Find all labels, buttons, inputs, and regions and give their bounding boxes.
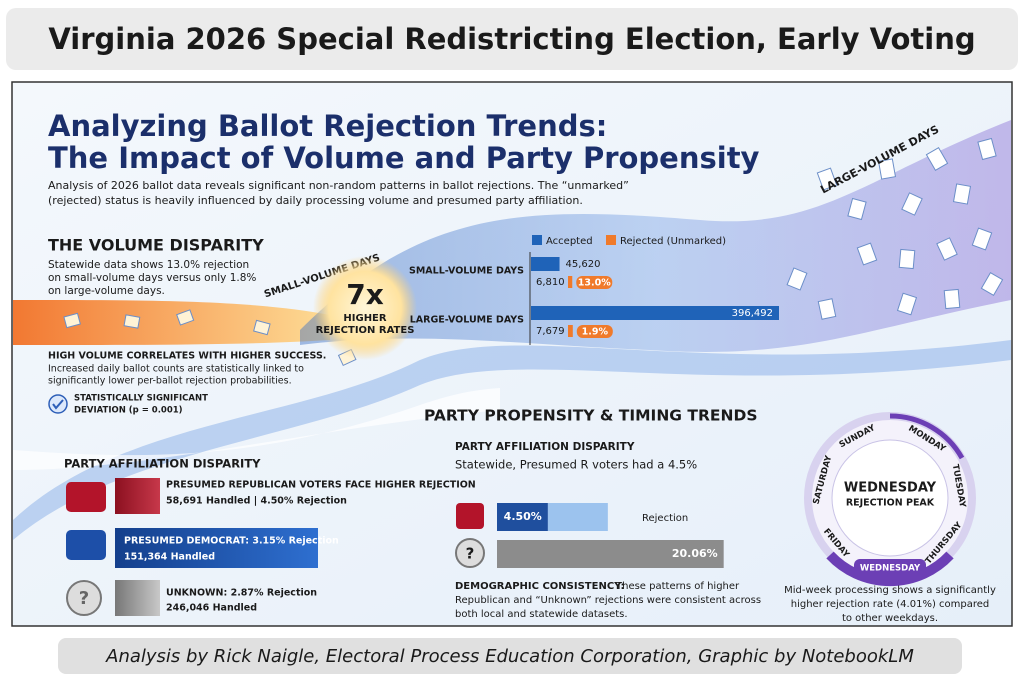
check-mark [52,399,64,410]
callout-value: 7x [346,278,384,311]
bar-decor [547,503,608,531]
accepted-value: 396,492 [732,308,773,319]
clock-arc [826,551,954,587]
section-heading: THE VOLUME DISPARITY [48,236,264,255]
elephant-icon [456,503,484,529]
party-bar [115,580,160,616]
legend-swatch [532,235,542,245]
callout-text: REJECTION RATES [316,325,415,336]
trend-value: 4.50% [504,510,542,523]
party-text: UNKNOWN: 2.87% Rejection [166,588,317,599]
significance-text: DEVIATION (p = 0.001) [74,406,183,416]
clock-day: WEDNESDAY [860,564,921,574]
check-icon [48,394,68,414]
note-text: significantly lower per-ballot rejection… [48,376,292,387]
question-glyph: ? [466,545,475,563]
clock-center: REJECTION PEAK [846,498,935,509]
note-heading: HIGH VOLUME CORRELATES WITH HIGHER SUCCE… [48,351,326,362]
question-glyph: ? [79,588,89,609]
legend-swatch [606,235,616,245]
section-text: Statewide data shows 13.0% rejection [48,259,249,271]
consistency-heading: DEMOGRAPHIC CONSISTENCY: [455,581,625,592]
party-text: 151,364 Handled [124,552,215,563]
rejected-value: 7,679 [536,326,565,337]
significance-text: STATISTICALLY SIGNIFICANT [74,394,208,404]
consistency-text: These patterns of higher [615,581,740,592]
accepted-value: 45,620 [566,259,601,270]
question-icon [455,538,485,568]
section-heading: PARTY AFFILIATION DISPARITY [64,457,261,471]
trend-bar [497,540,724,568]
callout-text: HIGHER [343,313,386,324]
category-label: SMALL-VOLUME DAYS [409,266,524,277]
accepted-bar [531,257,560,271]
consistency-text: both local and statewide datasets. [455,609,628,620]
elephant-icon [66,482,106,512]
question-icon [66,580,102,616]
subheading: PARTY AFFILIATION DISPARITY [455,441,635,453]
intro-text: (rejected) status is heavily influenced … [48,194,583,207]
rejection-label: Rejection [642,513,688,524]
rate-label: 13.0% [578,278,611,289]
trend-value: 20.06% [672,547,718,560]
rejected-value: 6,810 [536,277,565,288]
footer-bar [58,638,962,674]
rate-label: 1.9% [582,327,609,338]
clock-caption: to other weekdays. [842,613,938,624]
section-heading: PARTY PROPENSITY & TIMING TRENDS [424,407,758,425]
intro-text: Analysis of 2026 ballot data reveals sig… [48,179,629,192]
clock-arc [889,413,965,460]
rate-pill [576,276,613,289]
clock-center: WEDNESDAY [844,481,937,496]
clock-caption: Mid-week processing shows a significantl… [784,585,996,596]
party-text: 246,046 Handled [166,603,257,614]
note-text: Increased daily ballot counts are statis… [48,364,304,375]
clock-caption: higher rejection rate (4.01%) compared [791,599,990,610]
clock-inner [831,439,949,557]
legend-label: Rejected (Unmarked) [620,236,726,247]
footer-credit: Analysis by Rick Naigle, Electoral Proce… [105,646,914,667]
rate-pill [576,325,613,338]
party-text: PRESUMED REPUBLICAN VOTERS FACE HIGHER R… [166,480,476,491]
party-text: 58,691 Handled | 4.50% Rejection [166,496,347,507]
accepted-bar [531,306,779,320]
infographic-title: The Impact of Volume and Party Propensit… [48,141,760,175]
party-bar [115,528,318,568]
consistency-text: Republican and “Unknown” rejections were… [455,595,761,606]
infographic-title: Analyzing Ballot Rejection Trends: [48,109,607,143]
section-text: on small-volume days versus only 1.8% [48,272,256,284]
donkey-icon [66,530,106,560]
party-text: PRESUMED DEMOCRAT: 3.15% Rejection [124,536,339,547]
party-bar [115,478,160,514]
decor-streams [13,120,1011,540]
rejected-bar [568,276,573,288]
subtext: Statewide, Presumed R voters had a 4.5% [455,458,697,472]
trend-bar [497,503,548,531]
section-text: on large-volume days. [48,285,165,297]
header-bar [6,8,1018,70]
rejected-bar [568,325,573,337]
day-highlight [854,559,926,577]
callout-glow [313,256,417,360]
category-label: LARGE-VOLUME DAYS [410,315,524,326]
legend-label: Accepted [546,236,593,247]
header-title: Virginia 2026 Special Redistricting Elec… [48,22,975,56]
